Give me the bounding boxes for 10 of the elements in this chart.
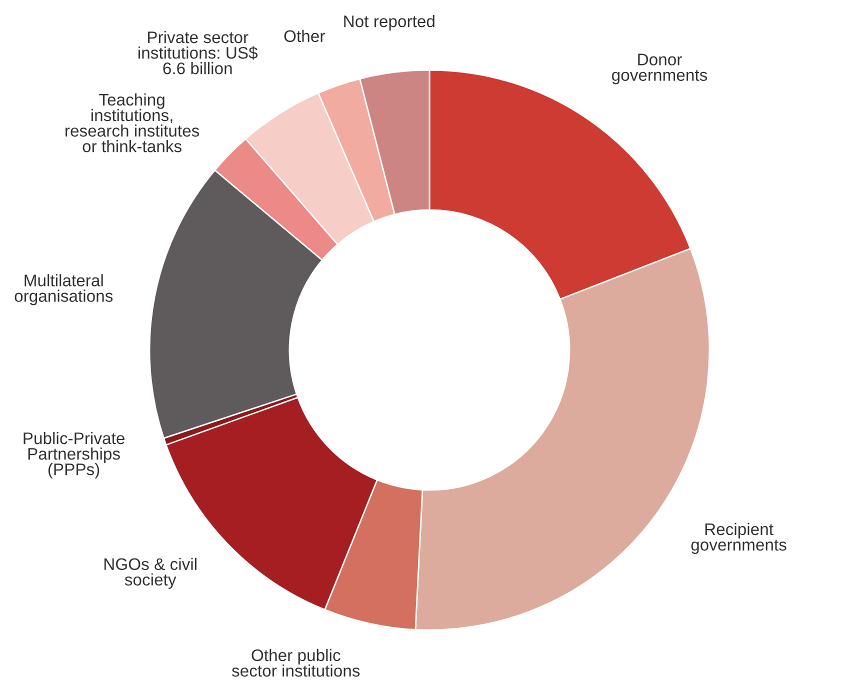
slice-label: Recipient governments bbox=[691, 522, 786, 554]
slice-label: Private sector institutions: US$ 6.6 billion bbox=[138, 30, 258, 74]
slice-label: NGOs & civil society bbox=[104, 558, 196, 589]
slice-label: Other public sector institutions bbox=[232, 648, 360, 677]
slice-label: Multilateral organisations bbox=[14, 274, 113, 306]
slice-label: Public-Private Partnerships (PPPs) bbox=[24, 432, 124, 479]
slice-label: Teaching institutions, research institutes or think-tanks bbox=[66, 93, 200, 152]
slice-label: Other bbox=[284, 30, 325, 42]
slice-label: Not reported bbox=[344, 15, 434, 31]
slice-label: Donor governments bbox=[612, 54, 708, 84]
